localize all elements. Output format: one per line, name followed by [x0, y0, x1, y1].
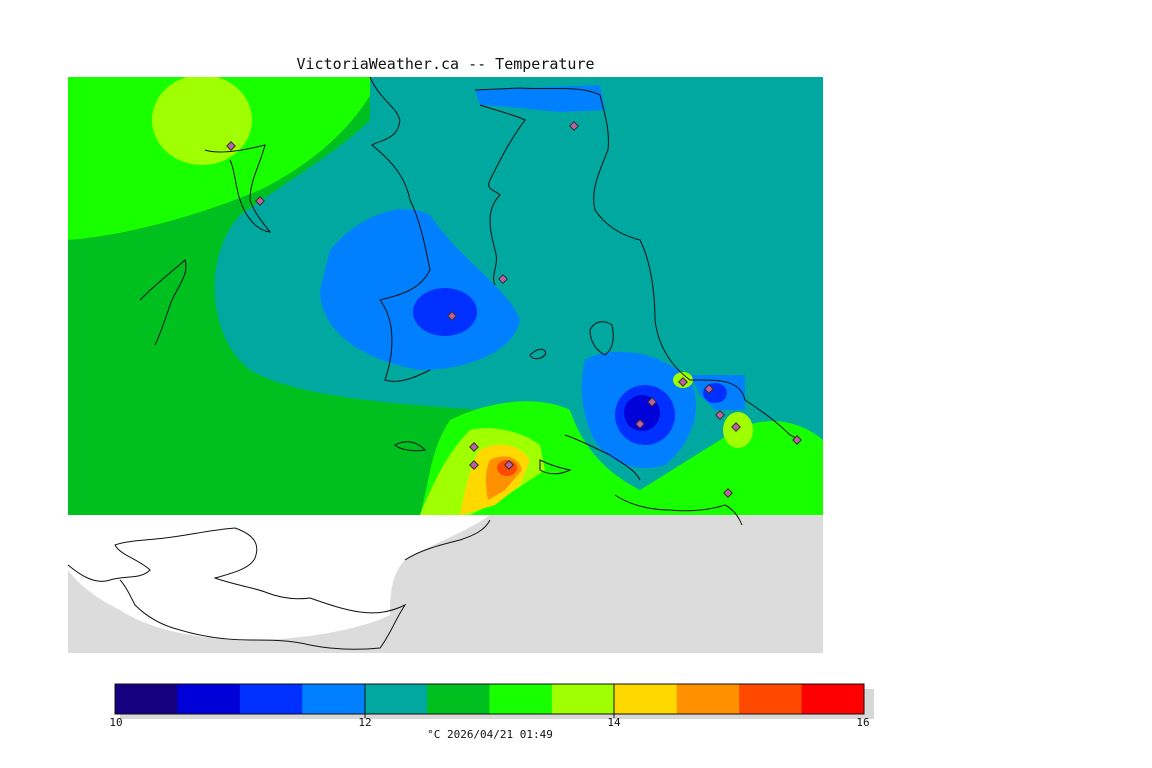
water-region	[68, 515, 490, 640]
map-title: VictoriaWeather.ca -- Temperature	[296, 55, 595, 73]
legend-swatch	[676, 684, 740, 714]
legend-tick-label: 14	[607, 716, 621, 729]
legend-swatch	[801, 684, 865, 714]
station-marker-icon	[569, 121, 579, 131]
legend-swatch	[239, 684, 303, 714]
legend-tick-label: 10	[109, 716, 123, 729]
legend-swatch	[427, 684, 490, 714]
legend-swatch	[115, 684, 178, 714]
station-marker-icon	[715, 410, 725, 420]
station-marker-icon	[635, 419, 645, 429]
station-marker-icon	[255, 196, 265, 206]
legend-swatch	[364, 684, 428, 714]
coastlines	[67, 76, 801, 650]
station-markers	[226, 121, 802, 498]
station-marker-icon	[447, 311, 457, 321]
station-marker-icon	[792, 435, 802, 445]
legend-swatch	[739, 684, 803, 714]
legend-tick-label: 16	[856, 716, 870, 729]
station-marker-icon	[469, 442, 479, 452]
legend-swatch	[177, 684, 241, 714]
legend-swatch	[551, 684, 615, 714]
legend-tick-label: 12	[358, 716, 372, 729]
station-marker-icon	[731, 422, 741, 432]
station-marker-icon	[504, 460, 514, 470]
station-marker-icon	[498, 274, 508, 284]
legend-swatch	[302, 684, 366, 714]
station-marker-icon	[678, 377, 688, 387]
station-marker-icon	[226, 141, 236, 151]
legend-swatches	[115, 684, 865, 718]
station-marker-icon	[647, 397, 657, 407]
legend-caption: °C 2026/04/21 01:49	[427, 728, 553, 741]
station-marker-icon	[469, 460, 479, 470]
legend-swatch	[489, 684, 553, 714]
legend-swatch	[614, 684, 678, 714]
legend-border	[114, 683, 865, 715]
temperature-contours	[68, 77, 823, 515]
station-marker-icon	[723, 488, 733, 498]
station-marker-icon	[704, 384, 714, 394]
